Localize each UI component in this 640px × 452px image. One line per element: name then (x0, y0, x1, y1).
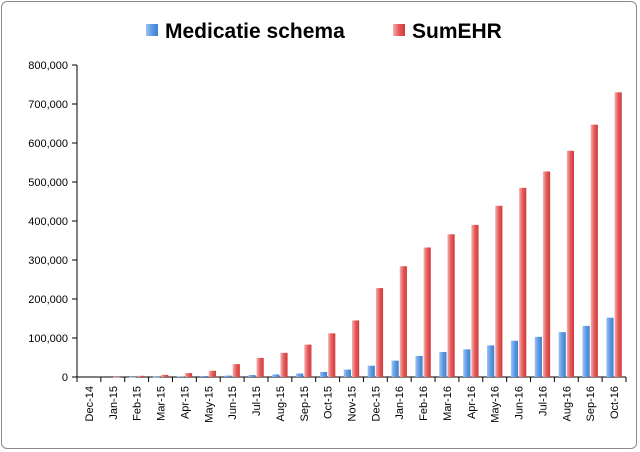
bar-medicatie-schema (558, 332, 566, 377)
y-tick-label: 800,000 (28, 60, 68, 72)
bar-sumehr (399, 266, 407, 377)
bar-medicatie-schema (487, 345, 495, 377)
legend-swatch-sumehr (393, 24, 405, 36)
bar-medicatie-schema (248, 375, 256, 377)
bar-sumehr (447, 234, 455, 377)
legend: Medicatie schema SumEHR (146, 20, 502, 43)
x-tick-label: Nov-15 (347, 386, 359, 421)
x-tick-label: Sep-16 (585, 386, 597, 421)
x-tick-label: Oct-15 (323, 386, 335, 419)
bar-sumehr (137, 375, 145, 377)
bar-sumehr (590, 124, 598, 377)
bar-medicatie-schema (415, 355, 423, 377)
bar-sumehr (542, 171, 551, 377)
bar-medicatie-schema (510, 340, 519, 377)
y-tick-label: 100,000 (28, 333, 68, 345)
bar-sumehr (423, 247, 431, 377)
bar-sumehr (232, 364, 240, 377)
bar-medicatie-schema (606, 317, 614, 377)
x-tick-label: Jun-16 (514, 386, 526, 420)
bar-sumehr (375, 288, 384, 377)
bar-medicatie-schema (463, 349, 471, 377)
y-tick-label: 200,000 (28, 294, 68, 306)
y-tick-label: 600,000 (28, 138, 68, 150)
bar-sumehr (256, 357, 264, 377)
bar-sumehr (614, 92, 622, 378)
y-tick-label: 300,000 (28, 255, 68, 267)
x-tick-label: Oct-16 (609, 386, 621, 419)
bar-medicatie-schema (391, 360, 399, 377)
bar-medicatie-schema (534, 336, 542, 377)
x-tick-label: May-15 (203, 386, 215, 423)
bar-sumehr (280, 352, 288, 377)
x-tick-label: Feb-16 (418, 386, 430, 421)
x-tick-label: Aug-15 (275, 386, 287, 421)
y-tick-label: 400,000 (28, 216, 68, 228)
bar-medicatie-schema (152, 376, 161, 378)
legend-label-medicatie-schema: Medicatie schema (165, 20, 345, 43)
bar-sumehr (208, 370, 216, 377)
bar-sumehr (471, 224, 479, 377)
plot-area: 0 100,000 200,000 300,000 400,000 500,000 600,… (28, 60, 627, 423)
bar-sumehr (304, 344, 312, 377)
x-tick-label: Jun-15 (227, 386, 239, 420)
bar-medicatie-schema (439, 352, 447, 377)
x-tick-label: Aug-16 (561, 386, 573, 421)
bar-medicatie-schema (224, 375, 232, 377)
x-tick-label: Mar-16 (442, 386, 454, 421)
y-tick-label: 500,000 (28, 177, 68, 189)
bar-medicatie-schema (343, 369, 351, 377)
x-tick-label: Jul-15 (251, 386, 263, 416)
x-tick-label: Feb-15 (132, 386, 144, 421)
bar-medicatie-schema (176, 376, 184, 378)
x-tick-label: Dec-15 (370, 386, 382, 421)
y-tick-label: 700,000 (28, 99, 68, 111)
bar-medicatie-schema (582, 325, 590, 377)
bar-sumehr (495, 205, 503, 377)
bar-medicatie-schema (319, 371, 328, 377)
legend-swatch-medicatie-schema (146, 24, 158, 36)
x-tick-label: Mar-15 (156, 386, 168, 421)
bar-sumehr (113, 376, 121, 378)
x-tick-label: Sep-15 (299, 386, 311, 421)
bar-sumehr (352, 320, 360, 377)
bar-medicatie-schema (296, 373, 304, 377)
bar-sumehr (328, 333, 336, 377)
bar-sumehr (184, 373, 193, 377)
x-tick-label: Jul-16 (537, 386, 549, 416)
bar-medicatie-schema (128, 376, 137, 378)
bar-sumehr (161, 374, 169, 377)
legend-label-sumehr: SumEHR (412, 20, 502, 43)
y-tick-label: 0 (62, 372, 68, 384)
bar-sumehr (519, 187, 527, 377)
bar-sumehr (566, 150, 575, 377)
x-tick-label: Jan-15 (108, 386, 120, 420)
x-tick-label: May-16 (490, 386, 502, 423)
bar-medicatie-schema (367, 365, 375, 377)
bar-medicatie-schema (272, 374, 280, 377)
x-tick-label: Apr-15 (179, 386, 191, 419)
bar-medicatie-schema (200, 376, 208, 377)
x-tick-label: Dec-14 (84, 386, 96, 421)
x-tick-label: Jan-16 (394, 386, 406, 420)
x-tick-label: Apr-16 (466, 386, 478, 419)
